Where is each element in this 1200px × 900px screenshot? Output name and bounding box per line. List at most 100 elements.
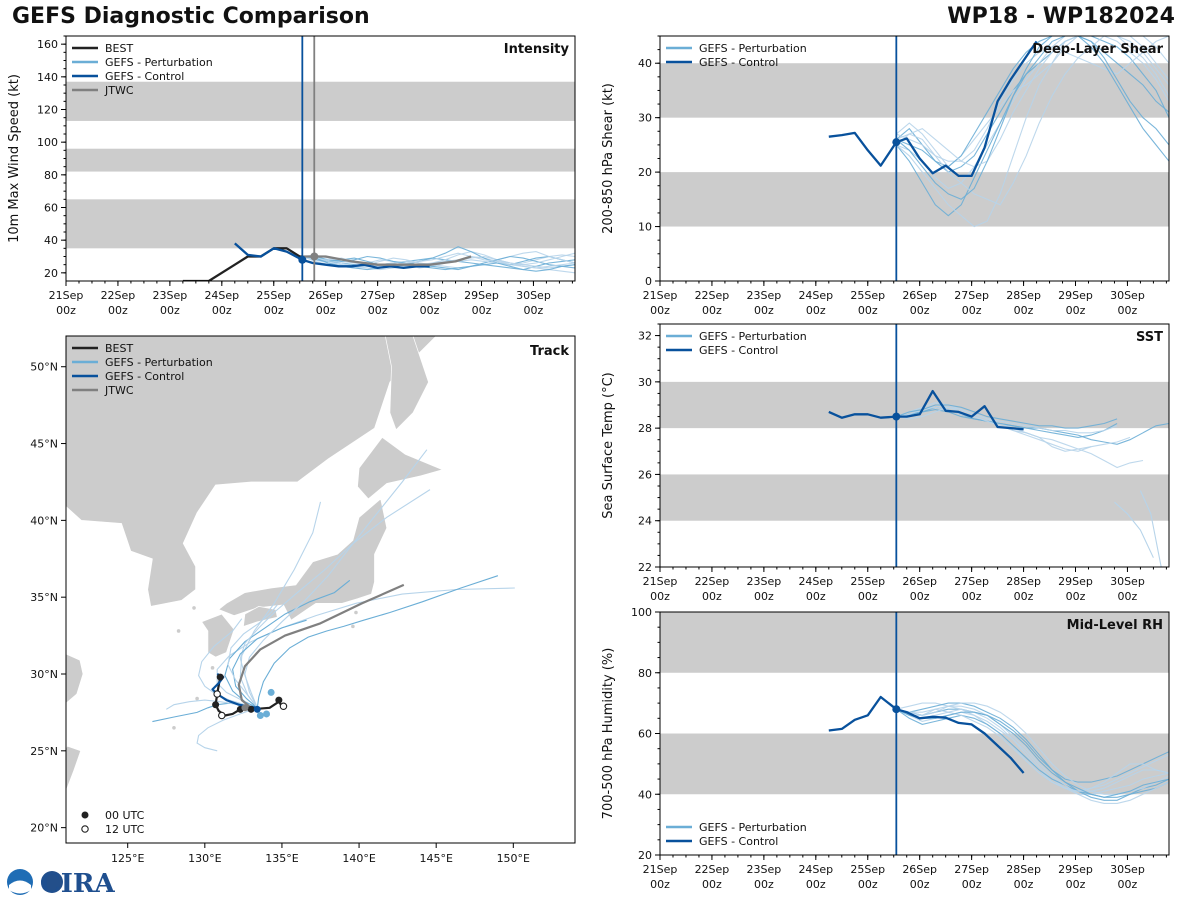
panel-title: Deep-Layer Shear bbox=[1032, 42, 1163, 57]
jtwc-current-marker bbox=[310, 252, 319, 261]
threshold-band bbox=[660, 381, 1169, 429]
legend-label-control: GEFS - Control bbox=[699, 344, 778, 357]
legend-label-control: GEFS - Control bbox=[105, 370, 184, 383]
threshold-band bbox=[660, 172, 1169, 227]
perturbation-member-line bbox=[896, 406, 1118, 434]
y-tick-label: 50°N bbox=[30, 361, 58, 374]
current-time-marker bbox=[892, 412, 901, 421]
jtwc-line bbox=[302, 255, 472, 266]
x-tick-label: 00z bbox=[472, 304, 492, 317]
track-marker-12utc bbox=[218, 711, 226, 720]
y-tick-label: 30 bbox=[638, 376, 652, 389]
perturbation-member-line bbox=[895, 708, 1169, 798]
plot-area-intensity bbox=[182, 242, 575, 281]
x-tick-label: 00z bbox=[1014, 590, 1034, 603]
land-polygon bbox=[201, 613, 235, 658]
track-marker-00utc bbox=[263, 710, 271, 718]
perturbation-member-line bbox=[896, 409, 1118, 438]
x-tick-label: 21Sep bbox=[643, 575, 678, 588]
x-tick-label: 27Sep bbox=[954, 863, 989, 876]
x-tick-label: 00z bbox=[108, 304, 128, 317]
x-tick-label: 00z bbox=[754, 590, 774, 603]
y-tick-label: 20 bbox=[638, 849, 652, 862]
island-dot bbox=[195, 696, 199, 701]
y-tick-label: 32 bbox=[638, 330, 652, 343]
x-tick-label: 00z bbox=[650, 590, 670, 603]
x-tick-label: 00z bbox=[962, 304, 982, 317]
x-tick-label: 00z bbox=[264, 304, 284, 317]
island-dot bbox=[176, 629, 181, 633]
control-line bbox=[828, 695, 1025, 774]
x-tick-label: 30Sep bbox=[1110, 289, 1145, 302]
figure-title: GEFS Diagnostic Comparison bbox=[12, 4, 370, 29]
land-polygon bbox=[66, 336, 437, 607]
y-tick-label: 35°N bbox=[30, 591, 58, 604]
perturbation-member-line bbox=[895, 36, 1169, 168]
x-tick-label: 24Sep bbox=[798, 575, 833, 588]
x-tick-label: 26Sep bbox=[902, 289, 937, 302]
jtwc-track-line bbox=[237, 583, 405, 709]
x-tick-label: 00z bbox=[754, 878, 774, 891]
perturbation-member-line bbox=[896, 404, 1118, 429]
x-tick-label: 22Sep bbox=[101, 289, 136, 302]
x-tick-label: 00z bbox=[212, 304, 232, 317]
land-polygon bbox=[66, 745, 82, 792]
best-track-line bbox=[214, 676, 283, 717]
y-axis-label: 200-850 hPa Shear (kt) bbox=[601, 83, 616, 234]
x-tick-label: 00z bbox=[858, 590, 878, 603]
x-tick-label: 00z bbox=[56, 304, 76, 317]
threshold-band bbox=[660, 474, 1169, 521]
perturbation-track-line bbox=[256, 575, 499, 708]
x-tick-label: 130°E bbox=[188, 852, 221, 865]
x-tick-label: 140°E bbox=[342, 852, 375, 865]
y-tick-label: 30 bbox=[638, 112, 652, 125]
x-tick-label: 26Sep bbox=[902, 575, 937, 588]
x-tick-label: 26Sep bbox=[902, 863, 937, 876]
x-tick-label: 00z bbox=[1066, 878, 1086, 891]
x-tick-label: 00z bbox=[1066, 590, 1086, 603]
perturbation-member-line bbox=[895, 36, 1169, 200]
storm-id-title: WP18 - WP182024 bbox=[947, 4, 1175, 29]
legend-12utc-marker bbox=[81, 825, 89, 833]
threshold-band bbox=[660, 612, 1169, 673]
track-marker-00utc bbox=[247, 705, 255, 713]
perturbation-track-line bbox=[244, 449, 428, 709]
y-tick-label: 0 bbox=[645, 275, 652, 288]
x-tick-label: 23Sep bbox=[747, 575, 782, 588]
y-tick-label: 26 bbox=[638, 468, 652, 481]
x-tick-label: 125°E bbox=[111, 852, 144, 865]
x-tick-label: 00z bbox=[962, 878, 982, 891]
legend-label-best: BEST bbox=[105, 342, 133, 355]
x-tick-label: 00z bbox=[160, 304, 180, 317]
x-tick-label: 00z bbox=[1014, 304, 1034, 317]
y-tick-label: 40 bbox=[638, 57, 652, 70]
x-tick-label: 00z bbox=[650, 304, 670, 317]
perturbation-member-line bbox=[896, 705, 1169, 804]
x-tick-label: 28Sep bbox=[1006, 289, 1041, 302]
y-tick-label: 40°N bbox=[30, 514, 58, 527]
current-time-marker bbox=[892, 138, 901, 147]
legend-label-perturbation: GEFS - Perturbation bbox=[699, 821, 807, 834]
x-tick-label: 00z bbox=[910, 590, 930, 603]
panel-track: 125°E 130°E 135°E 140°E 145°E 150°E 20°N 25°N 30… bbox=[30, 335, 576, 865]
y-tick-label: 120 bbox=[37, 104, 58, 117]
y-tick-label: 100 bbox=[37, 136, 58, 149]
perturbation-track-line bbox=[216, 587, 515, 709]
x-tick-label: 23Sep bbox=[747, 289, 782, 302]
legend-00utc-marker bbox=[81, 811, 89, 819]
track-marker-00utc bbox=[212, 701, 220, 709]
island-dot bbox=[351, 624, 355, 629]
map-area bbox=[66, 336, 515, 792]
y-axis-label: 700-500 hPa Humidity (%) bbox=[601, 648, 616, 820]
legend-label-perturbation: GEFS - Perturbation bbox=[699, 42, 807, 55]
cira-logo: CIRA bbox=[7, 869, 115, 898]
y-tick-label: 60 bbox=[638, 728, 652, 741]
x-tick-label: 22Sep bbox=[695, 289, 730, 302]
control-line bbox=[828, 389, 1024, 431]
threshold-band bbox=[660, 733, 1169, 795]
y-tick-label: 30°N bbox=[30, 668, 58, 681]
legend-label-jtwc: JTWC bbox=[104, 84, 134, 97]
y-tick-label: 28 bbox=[638, 422, 652, 435]
threshold-band bbox=[66, 199, 575, 249]
x-tick-label: 27Sep bbox=[954, 575, 989, 588]
